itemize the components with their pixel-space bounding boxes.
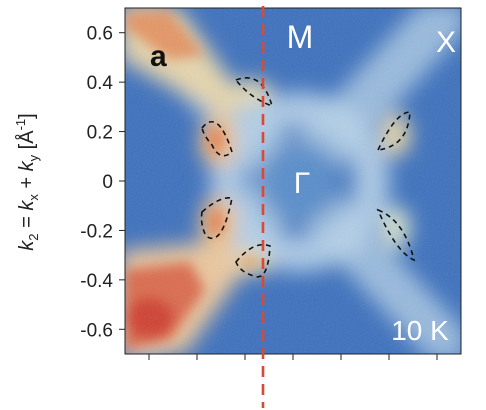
contour-lower-left [200, 196, 233, 239]
label-X: X [436, 26, 456, 59]
panel-letter: a [150, 40, 167, 73]
ylabel-kx-sub: x [26, 194, 41, 201]
ylabel-k2-sub: 2 [26, 233, 41, 240]
ylabel-ky: k [16, 160, 38, 171]
ylabel-k2: k [16, 240, 38, 251]
y-tick-label: -0.4 [80, 271, 113, 292]
fermi-contours [200, 77, 416, 278]
y-tick-label: 0.6 [87, 24, 113, 45]
ylabel-plus: + [16, 171, 38, 194]
ylabel-unit-close: ] [16, 113, 38, 119]
contour-lower-arc [235, 243, 271, 278]
contour-upper-arc [234, 77, 274, 108]
y-tick-label: -0.6 [80, 320, 113, 341]
ylabel-unit-exp: -1 [13, 119, 28, 131]
intensity-map [125, 8, 461, 354]
y-tick-label: -0.2 [80, 221, 113, 242]
label-M: M [287, 19, 314, 55]
y-tick-label: 0 [102, 172, 113, 193]
y-axis: 0.6 0.4 0.2 0 -0.2 -0.4 -0.6 [80, 24, 125, 341]
ylabel-ky-sub: y [26, 154, 41, 161]
label-temperature: 10 K [391, 315, 449, 346]
y-tick-label: 0.4 [87, 73, 114, 94]
contour-upper-left [201, 121, 233, 157]
ylabel-kx: k [16, 200, 38, 211]
label-gamma: Γ [294, 167, 311, 200]
ylabel-unit: [Å [15, 130, 38, 155]
contour-lower-right [376, 208, 416, 262]
y-axis-label: k2 = kx + ky [Å-1] [13, 113, 41, 250]
y-tick-label: 0.2 [87, 123, 113, 144]
x-axis [148, 354, 438, 360]
contour-upper-right [376, 111, 411, 151]
ylabel-eq: = [16, 211, 38, 234]
